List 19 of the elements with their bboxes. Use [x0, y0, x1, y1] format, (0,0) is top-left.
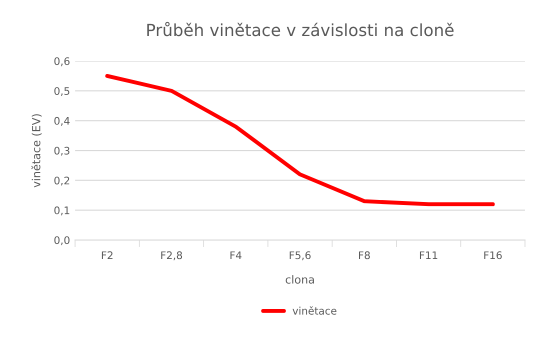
x-tick-label: F2 — [102, 251, 112, 260]
y-tick-label: 0,5 — [54, 87, 70, 96]
legend-label: vinětace — [292, 306, 336, 315]
y-tick-label: 0,1 — [54, 206, 70, 216]
line-series — [105, 74, 495, 206]
x-tick-label: F16 — [484, 251, 502, 260]
x-tick-label: F2,8 — [161, 251, 182, 260]
y-tick-label: 0,0 — [54, 236, 70, 246]
y-tick-label: 0,3 — [54, 146, 70, 156]
x-tick-label: F11 — [420, 251, 438, 260]
x-tick-label: F4 — [230, 251, 242, 260]
x-tick-label: F5,6 — [290, 251, 311, 260]
y-tick-label: 0,2 — [54, 176, 70, 186]
y-axis-title: vinětace (EV) — [31, 114, 42, 188]
y-tick-label: 0,4 — [54, 116, 70, 126]
x-axis-title: clona — [286, 275, 314, 284]
chart-title: Průběh vinětace v závislosti na cloně — [147, 22, 454, 36]
y-tick-label: 0,6 — [54, 57, 70, 66]
x-tick-label: F8 — [359, 251, 370, 260]
